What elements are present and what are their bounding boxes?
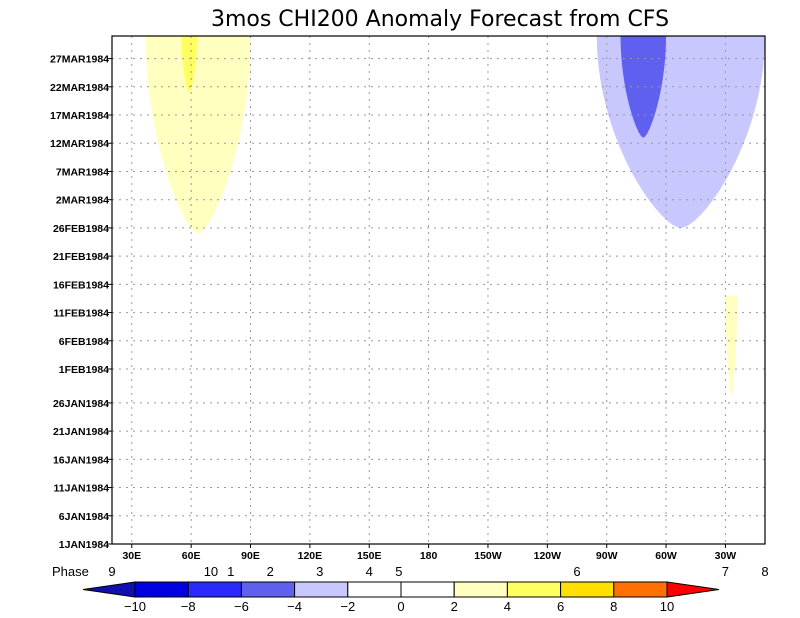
anomaly-region-0 [145,36,251,234]
colorbar-swatch-9 [613,581,668,598]
colorbar-tick-label: −10 [124,599,146,614]
phase-marker: 3 [316,564,323,579]
phase-markers: 9 10 1 2 3 4 5 6 7 8 [108,564,768,579]
y-tick-label: 7MAR1984 [56,166,109,178]
y-axis: 1JAN1984 6JAN1984 11JAN1984 16JAN1984 21JAN1… [50,54,112,551]
x-tick-label: 150E [357,550,382,562]
phase-marker: 9 [108,564,115,579]
x-tick-label: 60W [655,550,677,562]
x-tick-label: 30E [122,550,141,562]
y-tick-label: 2MAR1984 [56,195,109,207]
y-tick-label: 21FEB1984 [53,251,109,263]
y-tick-label: 17MAR1984 [50,110,109,122]
phase-marker: 10 [204,564,218,579]
y-tick-label: 11JAN1984 [54,483,110,495]
y-tick-label: 26JAN1984 [53,398,109,410]
y-tick-label: 16JAN1984 [53,454,109,466]
x-tick-label: 90W [596,550,618,562]
colorbar-tick-label: 6 [557,599,564,614]
phase-label: Phase [52,564,89,579]
y-tick-label: 6JAN1984 [59,511,109,523]
colorbar-swatch-3 [294,581,349,598]
x-tick-label: 120E [298,550,323,562]
x-tick-label: 120W [534,550,562,562]
colorbar-swatch-7 [506,581,562,598]
y-tick-label: 11FEB1984 [54,308,110,320]
x-axis: 30E 60E 90E 120E 150E 180 150W 120W 90W 60W 30W [122,544,736,562]
anomaly-region-1 [181,36,198,93]
phase-marker: 2 [267,564,274,579]
colorbar-tick-label: −4 [287,599,302,614]
x-tick-label: 150W [474,550,502,562]
colorbar-swatch-6 [453,581,508,598]
y-tick-label: 1JAN1984 [59,539,109,551]
colorbar-swatch-1 [187,581,242,598]
colorbar-swatch-2 [240,581,296,598]
colorbar: −10 −8 −6 −4 −2 0 2 4 6 8 10 [82,581,720,614]
y-tick-label: 12MAR1984 [50,138,109,150]
colorbar-swatch-0 [134,581,189,598]
colorbar-right-arrow [666,581,720,598]
chart-title: 3mos CHI200 Anomaly Forecast from CFS [211,7,669,32]
phase-marker: 4 [366,564,373,579]
anomaly-regions [145,36,765,398]
colorbar-swatch-5 [400,581,455,598]
phase-marker: 5 [395,564,402,579]
anomaly-region-3 [620,36,667,138]
plot-frame [111,35,766,545]
anomaly-region-2 [596,36,765,228]
y-tick-label: 22MAR1984 [50,82,109,94]
phase-marker: 8 [761,564,768,579]
colorbar-tick-label: 0 [397,599,404,614]
y-tick-label: 1FEB1984 [59,364,109,376]
phase-marker: 7 [722,564,729,579]
grid-lines [112,36,765,545]
colorbar-tick-label: 8 [610,599,617,614]
colorbar-tick-label: −8 [181,599,196,614]
phase-marker: 1 [227,564,234,579]
colorbar-tick-label: 10 [660,599,674,614]
y-tick-label: 16FEB1984 [53,279,109,291]
y-tick-label: 27MAR1984 [50,54,109,66]
colorbar-tick-label: −6 [234,599,249,614]
x-tick-label: 90E [241,550,260,562]
phase-marker: 6 [573,564,580,579]
x-tick-label: 30W [715,550,737,562]
colorbar-swatch-8 [560,581,615,598]
y-tick-label: 6FEB1984 [59,336,109,348]
y-tick-label: 21JAN1984 [53,426,109,438]
colorbar-tick-label: 2 [451,599,458,614]
x-tick-label: 180 [420,550,438,562]
anomaly-region-4 [725,295,738,398]
colorbar-swatch-4 [347,581,402,598]
y-tick-label: 26FEB1984 [53,223,109,235]
colorbar-left-arrow [82,581,136,598]
x-tick-label: 60E [182,550,201,562]
colorbar-tick-label: −2 [340,599,355,614]
colorbar-tick-label: 4 [504,599,511,614]
